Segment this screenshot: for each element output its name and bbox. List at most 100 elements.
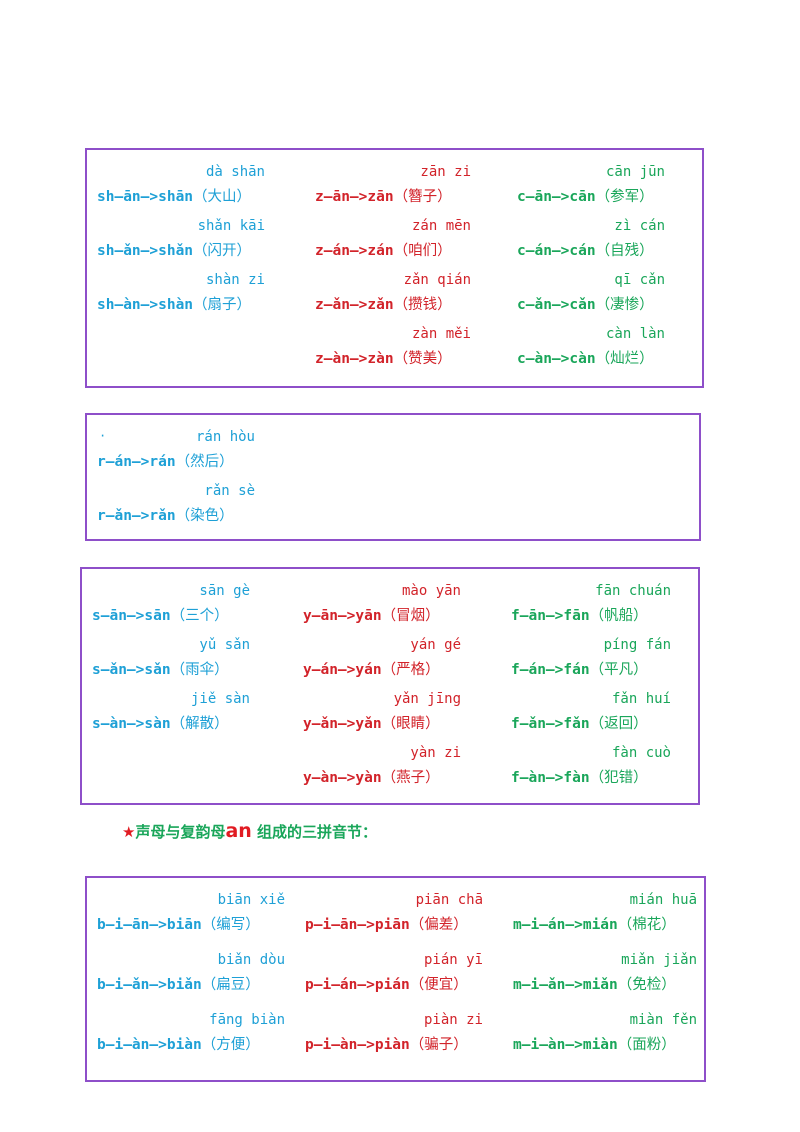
entry-yan-2: yán gé y—án—>yán（严格） [303,633,461,687]
spelling-row: sh—ǎn—>shǎn（闪开） [97,243,252,259]
spelling-row: z—ǎn—>zǎn（攒钱） [315,297,452,313]
pinyin-label: shǎn kāi [197,218,265,234]
spelling-row: y—án—>yán（严格） [303,662,440,678]
entry-yan-3: yǎn jīng y—ǎn—>yǎn（眼睛） [303,687,461,741]
section-r: · rán hòu r—án—>rán（然后） rǎn sè r—ǎn—>rǎn… [85,413,701,541]
star-icon: ★ [122,823,136,841]
pinyin-label: yán gé [410,637,461,653]
entry-fan-2: píng fán f—án—>fán（平凡） [511,633,671,687]
spelling-row: y—àn—>yàn（燕子） [303,770,440,786]
entry-pian-1: piān chā p—i—ān—>piān（偏差） [305,888,483,948]
pinyin-label: zān zi [420,164,471,180]
bullet-dot: · [99,429,107,443]
spelling-row: sh—ān—>shān（大山） [97,189,252,205]
entry-zan-1: zān zi z—ān—>zān（簪子） [315,160,471,214]
spelling-row: p—i—án—>pián（便宜） [305,977,468,993]
pinyin-label: yǔ sǎn [199,637,250,653]
entry-can-4: càn làn c—àn—>càn（灿烂） [517,322,665,376]
column-sh: dà shān sh—ān—>shān（大山） shǎn kāi sh—ǎn—>… [97,160,265,322]
entry-shan-4: shàn zi sh—àn—>shàn（扇子） [97,268,265,322]
spelling-row: f—án—>fán（平凡） [511,662,648,678]
section-triple-syllables: biān xiě b—i—ān—>biān（编写） biǎn dòu b—i—ǎ… [85,876,706,1082]
spelling-row: f—ān—>fān（帆船） [511,608,648,624]
pinyin-label: biān xiě [217,892,285,908]
entry-zan-4: zàn měi z—àn—>zàn（赞美） [315,322,471,376]
pinyin-label: rǎn sè [204,483,255,499]
column-z: zān zi z—ān—>zān（簪子） zán mēn z—án—>zán（咱… [315,160,471,376]
pinyin-label: jiě sàn [190,691,250,707]
spelling-row: p—i—àn—>piàn（骗子） [305,1037,468,1053]
spelling-row: m—i—àn—>miàn（面粉） [513,1037,676,1053]
spelling-row: m—i—ǎn—>miǎn（免检） [513,977,676,993]
spelling-row: b—i—ǎn—>biǎn（扁豆） [97,977,260,993]
entry-bian-3: biǎn dòu b—i—ǎn—>biǎn（扁豆） [97,948,285,1008]
entry-pian-4: piàn zi p—i—àn—>piàn（骗子） [305,1008,483,1068]
entry-can-2: zì cán c—án—>cán（自残） [517,214,665,268]
spelling-row: c—ān—>cān（参军） [517,189,654,205]
spelling-row: c—àn—>càn（灿烂） [517,351,654,367]
entry-can-3: qī cǎn c—ǎn—>cǎn（凄惨） [517,268,665,322]
spelling-row: s—ǎn—>sǎn（雨伞） [92,662,229,678]
spelling-row: z—ān—>zān（簪子） [315,189,452,205]
entry-fan-3: fǎn huí f—ǎn—>fǎn（返回） [511,687,671,741]
entry-yan-1: mào yān y—ān—>yān（冒烟） [303,579,461,633]
entry-ran-1: rán hòu r—án—>rán（然后） [97,425,255,479]
column-f: fān chuán f—ān—>fān（帆船） píng fán f—án—>f… [511,579,671,795]
entry-yan-4: yàn zi y—àn—>yàn（燕子） [303,741,461,795]
entry-fan-4: fàn cuò f—àn—>fàn（犯错） [511,741,671,795]
pinyin-label: biǎn dòu [217,952,285,968]
pinyin-label: sān gè [199,583,250,599]
spelling-row: f—ǎn—>fǎn（返回） [511,716,648,732]
spelling-row: r—án—>rán（然后） [97,454,234,470]
spelling-row: z—àn—>zàn（赞美） [315,351,452,367]
entry-zan-3: zǎn qián z—ǎn—>zǎn（攒钱） [315,268,471,322]
pinyin-label: dà shān [205,164,265,180]
pinyin-label: mào yān [401,583,461,599]
spelling-row: f—àn—>fàn（犯错） [511,770,648,786]
entry-bian-4: fāng biàn b—i—àn—>biàn（方便） [97,1008,285,1068]
pinyin-label: fàn cuò [611,745,671,761]
entry-zan-2: zán mēn z—án—>zán（咱们） [315,214,471,268]
pinyin-label: zàn měi [411,326,471,342]
pinyin-label: fǎn huí [611,691,671,707]
spelling-row: s—ān—>sān（三个） [92,608,229,624]
spelling-row: p—i—ān—>piān（偏差） [305,917,468,933]
section-sh-z-c: dà shān sh—ān—>shān（大山） shǎn kāi sh—ǎn—>… [85,148,704,388]
pinyin-label: miàn fěn [629,1012,697,1028]
spelling-row: b—i—ān—>biān（编写） [97,917,260,933]
entry-san-4: jiě sàn s—àn—>sàn（解散） [92,687,250,741]
pinyin-label: zì cán [614,218,665,234]
pinyin-label: zǎn qián [403,272,471,288]
spelling-row: y—ān—>yān（冒烟） [303,608,440,624]
pinyin-label: yàn zi [410,745,461,761]
entry-mian-4: miàn fěn m—i—àn—>miàn（面粉） [513,1008,697,1068]
pinyin-label: qī cǎn [614,272,665,288]
pinyin-label: shàn zi [205,272,265,288]
column-r: rán hòu r—án—>rán（然后） rǎn sè r—ǎn—>rǎn（染… [97,425,255,533]
column-pian: piān chā p—i—ān—>piān（偏差） pián yī p—i—án… [305,888,483,1068]
entry-can-1: cān jūn c—ān—>cān（参军） [517,160,665,214]
pinyin-label: fāng biàn [209,1012,285,1028]
entry-san-1: sān gè s—ān—>sān（三个） [92,579,250,633]
entry-pian-2: pián yī p—i—án—>pián（便宜） [305,948,483,1008]
entry-shan-1: dà shān sh—ān—>shān（大山） [97,160,265,214]
section-s-y-f: sān gè s—ān—>sān（三个） yǔ sǎn s—ǎn—>sǎn（雨伞… [80,567,700,805]
column-s: sān gè s—ān—>sān（三个） yǔ sǎn s—ǎn—>sǎn（雨伞… [92,579,250,741]
pinyin-label: píng fán [603,637,671,653]
pinyin-label: piān chā [415,892,483,908]
entry-san-3: yǔ sǎn s—ǎn—>sǎn（雨伞） [92,633,250,687]
entry-mian-2: mián huā m—i—án—>mián（棉花） [513,888,697,948]
pinyin-label: yǎn jīng [393,691,461,707]
pinyin-label: piàn zi [423,1012,483,1028]
spelling-row: y—ǎn—>yǎn（眼睛） [303,716,440,732]
spelling-row: c—ǎn—>cǎn（凄惨） [517,297,654,313]
entry-bian-1: biān xiě b—i—ān—>biān（编写） [97,888,285,948]
pinyin-label: cān jūn [605,164,665,180]
triple-syllable-heading: ★声母与复韵母an 组成的三拼音节： [122,818,377,844]
heading-an: an [225,820,252,842]
spelling-row: sh—àn—>shàn（扇子） [97,297,252,313]
spelling-row: r—ǎn—>rǎn（染色） [97,508,234,524]
heading-text-before: 声母与复韵母 [135,823,226,841]
entry-shan-3: shǎn kāi sh—ǎn—>shǎn（闪开） [97,214,265,268]
pinyin-label: pián yī [423,952,483,968]
